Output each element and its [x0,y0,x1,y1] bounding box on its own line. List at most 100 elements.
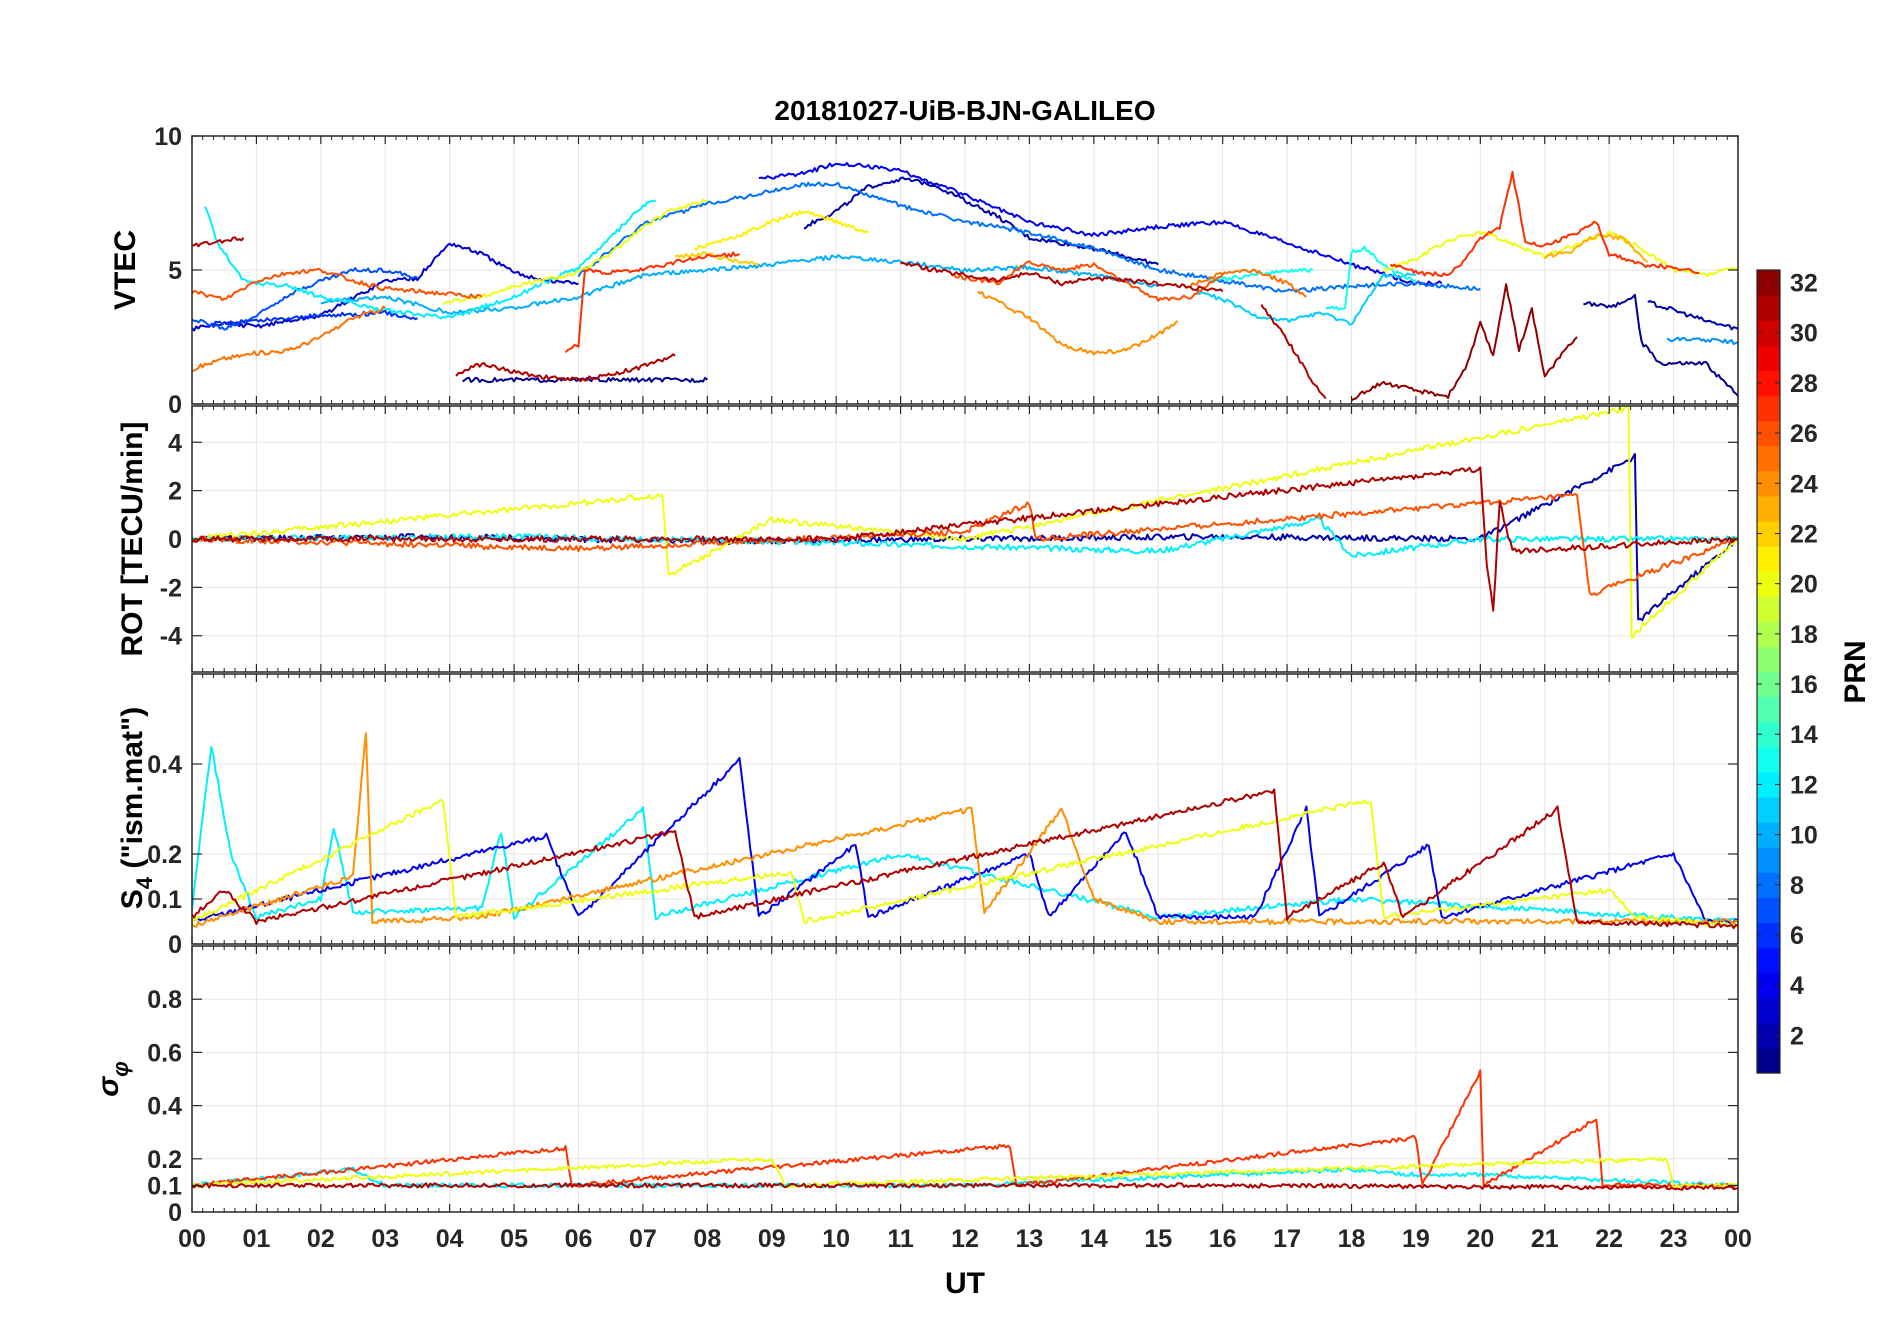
series-prn-6 [210,309,418,326]
x-tick-label: 20 [1466,1225,1494,1253]
series-prn-7 [192,267,419,331]
x-tick-label: 02 [307,1225,335,1253]
colorbar-tick-label: 24 [1790,470,1818,498]
y-tick-label: 0 [168,391,182,419]
colorbar-swatch [1757,320,1780,346]
series-prn-25 [1189,268,1307,298]
colorbar-swatch [1757,746,1780,773]
x-tick-label: 15 [1144,1225,1172,1253]
colorbar-swatch [1757,796,1780,823]
panel-vtec-frame [191,135,1739,405]
series-prn-25 [192,305,386,373]
colorbar-swatch [1757,922,1780,949]
y-tick-label: -4 [160,623,182,651]
panel-rot-series [192,406,1738,639]
colorbar-swatch [1757,345,1780,371]
series-prn-2 [1647,300,1738,331]
s4-label-sub: 4 [132,876,157,889]
colorbar-tick-label: 2 [1790,1022,1804,1050]
colorbar-swatch [1757,621,1780,647]
x-tick-label: 07 [629,1225,657,1253]
colorbar-swatch [1757,897,1780,924]
x-tick-label: 19 [1402,1225,1430,1253]
series-prn-12 [204,199,657,320]
colorbar-swatch [1757,420,1780,447]
series-prn-20 [192,406,1738,639]
y-tick-label: 4 [168,429,182,457]
x-tick-label: 12 [951,1225,979,1253]
series-prn-27 [564,251,740,354]
colorbar-swatch [1757,470,1780,497]
colorbar-swatch [1757,696,1780,723]
y-tick-label: 2 [168,478,182,506]
chart-title: 20181027-UiB-BJN-GALILEO [774,95,1155,126]
colorbar-swatch [1757,571,1780,597]
colorbar-swatch [1757,671,1780,698]
colorbar-tick-label: 26 [1790,420,1818,448]
x-axis-label: UT [945,1267,985,1300]
panel-rot-frame [191,405,1739,673]
y-tick-label: 0.4 [147,1093,182,1121]
series-prn-20 [192,798,1738,929]
colorbar-tick-label: 30 [1790,320,1818,348]
series-prn-31 [1260,303,1327,400]
rot-y-axis-label: ROT [TECU/min] [116,422,149,657]
x-tick-label: 22 [1595,1225,1623,1253]
panel-s4-frame [191,673,1739,945]
colorbar-label: PRN [1839,640,1872,703]
x-tick-label: 00 [1724,1225,1752,1253]
series-prn-26 [952,260,1224,302]
series-prn-24 [192,732,1738,928]
y-tick-label: -2 [160,574,182,602]
y-tick-label: 0.2 [147,841,182,869]
x-tick-label: 21 [1531,1225,1559,1253]
colorbar-tick-label: 14 [1790,721,1818,749]
series-prn-24 [977,290,1179,356]
colorbar-swatch [1757,295,1780,321]
colorbar-frame [1756,269,1781,1074]
series-prn-8 [577,181,1481,293]
series-prn-32 [1350,283,1578,402]
x-tick-label: 06 [565,1225,593,1253]
colorbar-tick-label: 20 [1790,571,1818,599]
colorbar-tick-label: 12 [1790,771,1818,799]
colorbar-swatch [1757,997,1780,1024]
x-tick-label: 14 [1080,1225,1108,1253]
colorbar-tick-label: 6 [1790,922,1804,950]
s4-y-axis-label: S4 ("ism.mat") [116,707,157,909]
series-prn-31 [192,236,245,248]
x-tick-label: 23 [1660,1225,1688,1253]
y-tick-label: 0.6 [147,1039,182,1067]
series-prn-21 [693,210,869,251]
series-prn-31 [192,788,1738,930]
colorbar-swatch [1757,872,1780,898]
series-prn-31 [455,353,676,383]
colorbar-swatch [1757,596,1780,622]
series-prn-31 [192,1182,1738,1191]
colorbar-swatch [1757,370,1780,397]
x-tick-label: 16 [1209,1225,1237,1253]
colorbar-tick-label: 8 [1790,872,1804,900]
x-tick-label: 13 [1016,1225,1044,1253]
series-prn-13 [1325,245,1416,311]
colorbar-swatch [1757,445,1780,472]
series-prn-31 [192,466,1738,612]
y-tick-label: 10 [154,123,182,151]
colorbar-tick-label: 4 [1790,972,1804,1000]
series-prn-13 [1209,267,1314,284]
x-tick-label: 00 [178,1225,206,1253]
colorbar-swatch [1757,972,1780,999]
sigma-y-axis-label: σφ [92,1061,133,1096]
series-prn-20 [192,1156,1738,1189]
series-prn-4 [758,162,1443,286]
colorbar-tick-label: 16 [1790,671,1818,699]
colorbar-swatch [1757,947,1780,974]
series-prn-11 [1196,272,1417,326]
colorbar-swatch [1757,646,1780,673]
y-tick-label: 0.4 [147,751,182,779]
series-prn-9 [1666,336,1738,346]
y-tick-label: 0.2 [147,1146,182,1174]
panel-sigma-series [192,1069,1738,1191]
